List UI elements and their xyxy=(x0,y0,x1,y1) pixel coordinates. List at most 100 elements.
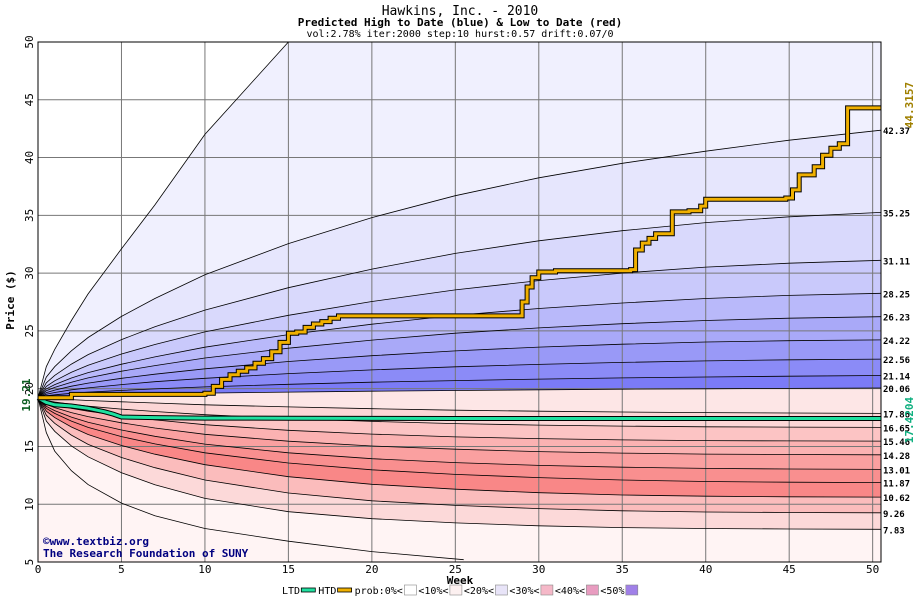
low-band-fill xyxy=(38,397,881,562)
htd-final-label: 44.3157 xyxy=(903,82,916,128)
y-tick-label: 5 xyxy=(23,559,36,566)
high-band-label: 26.23 xyxy=(883,314,910,324)
y-tick-label: 40 xyxy=(23,151,36,164)
low-band-label: 16.65 xyxy=(883,424,910,434)
high-band-line xyxy=(37,259,882,399)
ltd-final-label: 17.4204 xyxy=(903,396,916,443)
low-band-label: 10.62 xyxy=(883,494,910,504)
high-band-label: 22.56 xyxy=(883,356,910,366)
high-band-line xyxy=(37,316,882,399)
low-band-label: 17.86 xyxy=(883,410,910,420)
high-band-fill xyxy=(38,316,881,398)
high-band-line xyxy=(37,339,882,399)
high-band-fill xyxy=(38,42,881,398)
high-band-line xyxy=(37,212,882,398)
high-band-line xyxy=(37,129,882,398)
high-band-label: 42.37 xyxy=(883,127,910,137)
low-band-line xyxy=(37,397,882,470)
low-band-line xyxy=(37,397,882,498)
legend-label: <10%< xyxy=(418,586,448,597)
low-outer-line xyxy=(37,397,464,561)
low-band-fill xyxy=(38,397,881,530)
x-tick-label: 20 xyxy=(365,563,378,576)
x-tick-label: 35 xyxy=(616,563,629,576)
low-band-fill xyxy=(38,397,881,442)
high-band-fill xyxy=(38,359,881,398)
high-band-label: 21.14 xyxy=(883,372,911,382)
low-band-label: 7.83 xyxy=(883,526,905,536)
x-axis-label: Week xyxy=(447,574,474,587)
low-band-line xyxy=(37,397,882,456)
x-tick-label: 45 xyxy=(783,563,796,576)
chart-subtitle: Predicted High to Date (blue) & Low to D… xyxy=(298,16,623,29)
y-axis-label: Price ($) xyxy=(4,270,17,330)
legend-label: LTD xyxy=(282,586,300,597)
high-band-fill xyxy=(38,293,881,398)
legend-label: <50% xyxy=(600,586,624,597)
x-tick-label: 25 xyxy=(449,563,462,576)
low-band-label: 15.46 xyxy=(883,438,910,448)
high-band-label: 31.11 xyxy=(883,257,910,267)
low-band-line xyxy=(37,397,882,514)
low-band-label: 9.26 xyxy=(883,510,905,520)
low-band-label: 13.01 xyxy=(883,466,910,476)
low-band-fill xyxy=(38,397,881,470)
x-tick-label: 40 xyxy=(699,563,712,576)
y-tick-label: 10 xyxy=(23,498,36,511)
high-band-line xyxy=(37,292,882,399)
legend-swatch xyxy=(586,584,599,596)
low-band-line xyxy=(37,397,882,530)
credit-line-1: ©www.textbiz.org xyxy=(43,535,149,548)
high-band-line xyxy=(37,375,882,399)
start-price-label: 19.21 xyxy=(20,378,33,411)
x-tick-label: 5 xyxy=(118,563,125,576)
plot-area: 20.06 21.14 22.56 24.22 26.23 28.25 31.11 35.25… xyxy=(36,41,911,563)
high-band-label: 28.25 xyxy=(883,290,910,300)
x-tick-label: 30 xyxy=(532,563,545,576)
x-tick-label: 10 xyxy=(198,563,211,576)
legend-label: <20%< xyxy=(464,586,494,597)
legend-swatch xyxy=(495,584,508,596)
high-band-label: 35.25 xyxy=(883,209,910,219)
credit-line-2: The Research Foundation of SUNY xyxy=(43,547,249,560)
low-band-fill xyxy=(38,397,881,513)
high-band-fill xyxy=(38,339,881,398)
low-band-label: 14.28 xyxy=(883,452,910,462)
y-tick-label: 25 xyxy=(23,324,36,337)
ltd-path xyxy=(37,396,881,420)
low-band-label: 11.87 xyxy=(883,480,910,490)
legend-swatch xyxy=(404,584,417,596)
y-tick-label: 20 xyxy=(23,382,36,395)
plot-frame xyxy=(37,41,882,563)
low-band-fill xyxy=(38,397,881,483)
high-band-label: 20.06 xyxy=(883,385,910,395)
low-band-fill xyxy=(38,397,881,498)
y-tick-label: 30 xyxy=(23,266,36,279)
legend-label: <30%< xyxy=(509,586,539,597)
x-tick-label: 15 xyxy=(282,563,295,576)
high-band-label: 24.22 xyxy=(883,337,910,347)
legend-swatch xyxy=(540,584,554,596)
legend-swatch xyxy=(300,587,316,593)
high-band-fill xyxy=(38,212,881,398)
chart-params: vol:2.78% iter:2000 step:10 hurst:0.57 d… xyxy=(306,29,613,40)
low-band-fill xyxy=(38,388,881,414)
high-band-fill xyxy=(38,130,881,398)
low-band-line xyxy=(37,397,882,484)
y-tick-label: 50 xyxy=(23,35,36,48)
legend-label: prob:0%< xyxy=(355,586,403,597)
legend-swatch xyxy=(337,587,353,593)
y-tick-label: 15 xyxy=(23,440,36,453)
y-tick-label: 45 xyxy=(23,93,36,106)
legend-swatch xyxy=(625,584,639,596)
x-tick-label: 0 xyxy=(35,563,42,576)
chart-title: Hawkins, Inc. - 2010 xyxy=(382,4,539,19)
legend-label: HTD xyxy=(318,586,336,597)
legend-swatch xyxy=(449,584,463,596)
y-tick-label: 35 xyxy=(23,209,36,222)
x-tick-label: 50 xyxy=(866,563,879,576)
high-band-line xyxy=(37,358,882,399)
legend-label: <40%< xyxy=(555,586,585,597)
